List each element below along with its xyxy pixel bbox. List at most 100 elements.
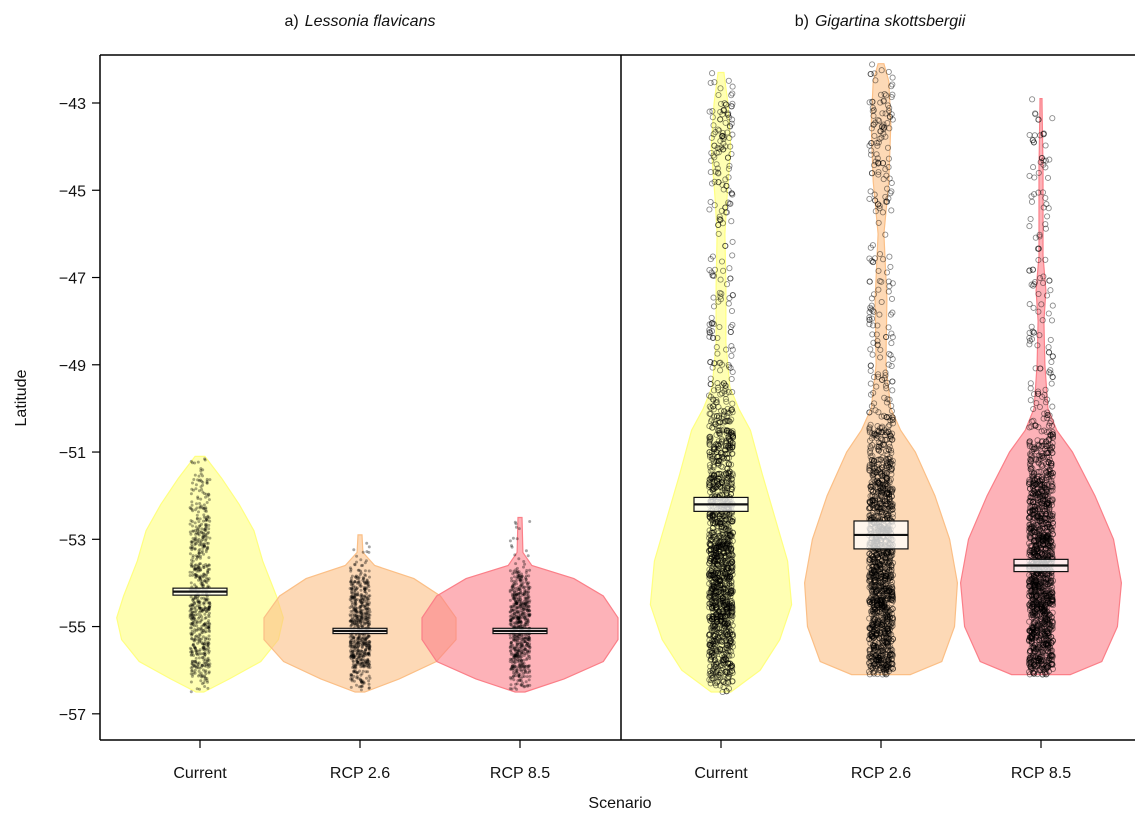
panel-a-current-point	[205, 564, 209, 568]
panel-a-rcp-8-5-point	[519, 679, 523, 683]
panel-a-rcp-8-5-point	[519, 576, 523, 580]
panel-a-current-point	[190, 613, 194, 617]
panel-a-rcp-8-5-point	[518, 673, 522, 676]
panel-a-rcp-2-6-point	[354, 654, 358, 658]
panel-a-current-point	[189, 690, 193, 694]
panel-a-rcp-2-6-point	[366, 619, 370, 623]
panel-b-current-point	[726, 265, 733, 272]
panel-a-current-point	[190, 662, 194, 666]
panel-a-current-point	[197, 549, 201, 553]
panel-a-current-point	[208, 664, 212, 668]
panel-a-current-point	[197, 554, 201, 558]
panel-a-rcp-2-6-point	[361, 661, 365, 665]
panel-a-current-point	[195, 624, 199, 628]
panel-a-current-point	[205, 481, 209, 485]
panel-a-current-point	[195, 619, 199, 623]
panel-a-rcp-8-5-point	[515, 596, 519, 600]
panel-a-rcp-8-5-point	[519, 659, 523, 663]
panel-a-rcp-2-6-point	[359, 588, 363, 592]
panel-a-rcp-2-6-point	[361, 652, 365, 656]
panel-a-current-point	[191, 546, 195, 550]
panel-a-rcp-2-6-point	[356, 660, 360, 664]
panel-a-rcp-2-6-point	[354, 609, 358, 613]
panel-a-current-point	[207, 646, 211, 650]
panel-b-rcp-2-6-point	[869, 351, 876, 358]
panel-a-rcp-8-5-point	[523, 618, 527, 622]
panel-a-rcp-2-6-point	[368, 663, 372, 667]
panel-a-rcp-2-6-point	[363, 582, 367, 586]
panel-a-rcp-2-6-point	[366, 612, 370, 616]
panel-a-current-point	[197, 652, 201, 656]
panel-a-rcp-8-5-point	[527, 650, 531, 654]
panel-a-rcp-8-5-point	[525, 607, 529, 611]
panel-a-current-point	[199, 581, 203, 585]
panel-a-rcp-8-5-point	[509, 623, 513, 626]
panel-a-rcp-2-6-point	[363, 604, 367, 608]
panel-a-current-point	[199, 578, 203, 582]
panel-a-rcp-8-5-point	[517, 624, 521, 628]
panel-a-rcp-2-6-point	[353, 670, 357, 674]
panel-a-rcp-8-5-point	[523, 664, 527, 668]
panel-a-rcp-2-6-point	[356, 568, 360, 572]
panel-a-current-point	[194, 487, 198, 491]
panel-a-rcp-2-6-point	[352, 665, 356, 669]
panel-a-current-point	[208, 519, 212, 523]
panel-a-rcp-8-5-point	[513, 648, 517, 652]
panel-a-rcp-8-5-point	[508, 687, 512, 691]
panel-a-rcp-8-5-point	[515, 602, 518, 605]
panel-a-rcp-8-5-point	[514, 670, 518, 674]
panel-a-rcp-2-6-point	[355, 581, 359, 585]
panel-a-current-point	[195, 557, 198, 561]
panel-a-rcp-8-5-point	[517, 573, 521, 577]
panel-a-rcp-8-5-point	[519, 589, 523, 592]
panel-a-rcp-2-6-point	[358, 652, 362, 656]
panel-a-rcp-8-5-point	[515, 642, 519, 645]
panel-a-current-point	[194, 660, 197, 663]
panel-a-rcp-8-5-point	[526, 638, 530, 642]
panel-a-rcp-2-6-point	[349, 651, 353, 654]
panel-a-current-point	[203, 622, 207, 626]
panel-a-rcp-8-5-point	[516, 652, 519, 656]
panel-a-rcp-2-6-point	[361, 654, 365, 658]
panel-a-rcp-8-5-point	[522, 614, 525, 618]
panel-a-rcp-2-6-point	[356, 622, 360, 626]
panel-a-current-point	[203, 658, 207, 662]
panel-a-current-point	[195, 652, 198, 656]
panel-a-rcp-8-5-point	[517, 617, 521, 621]
panel-a-rcp-8-5-point	[524, 571, 528, 574]
panel-a-rcp-8-5-point	[516, 609, 520, 613]
panel-a-rcp-8-5-point	[528, 520, 532, 523]
panel-a-rcp-2-6-point	[354, 614, 358, 617]
panel-a-current-point	[205, 607, 209, 610]
panel-a-rcp-2-6-point	[368, 666, 372, 669]
panel-a-current-point	[189, 666, 193, 670]
panel-a-current-point	[204, 597, 208, 601]
panel-a-current-point	[198, 576, 202, 580]
panel-a-current-point	[199, 619, 203, 623]
panel-a-rcp-2-6-point	[365, 616, 368, 620]
panel-a-current-point	[194, 635, 197, 639]
panel-a-current-point	[202, 515, 206, 519]
panel-a-current-point	[193, 567, 197, 571]
panel-a-rcp-8-5-point	[511, 588, 515, 592]
panel-a-current-point	[207, 613, 211, 617]
panel-a-rcp-2-6-point	[363, 634, 367, 638]
panel-a-current-point	[190, 543, 194, 546]
panel-a-current-point	[207, 625, 210, 629]
panel-a-rcp-8-5-point	[516, 586, 520, 590]
panel-a-current-point	[190, 500, 194, 504]
panel-a-rcp-8-5-point	[522, 608, 526, 611]
panel-a-rcp-2-6-point	[355, 610, 359, 613]
panel-a-rcp-8-5-point	[516, 655, 520, 659]
panel-a-current-point	[199, 577, 203, 581]
panel-a-current-point	[205, 573, 208, 577]
panel-a-current-point	[204, 616, 208, 620]
panel-a-rcp-8-5-point	[510, 664, 514, 668]
panel-a-rcp-8-5-point	[519, 633, 523, 637]
panel-a-current-point	[207, 670, 211, 674]
panel-a-current-point	[206, 656, 210, 660]
panel-a-rcp-8-5-point	[511, 665, 515, 669]
panel-a-rcp-8-5-point	[522, 565, 525, 569]
panel-a-current-point	[200, 609, 204, 613]
panel-a-rcp-2-6-point	[349, 634, 353, 638]
